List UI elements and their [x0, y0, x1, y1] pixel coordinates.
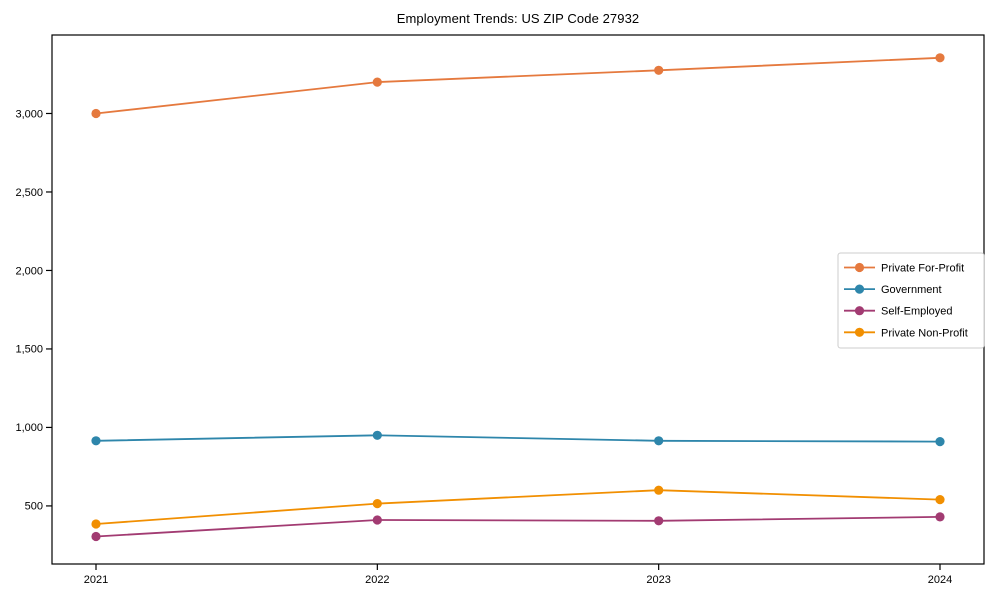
data-point-private-non-profit	[91, 519, 101, 529]
x-axis: 2021 2022 2023 2024	[84, 564, 952, 586]
legend-label: Private For-Profit	[881, 263, 964, 275]
y-tick-label: 2,000	[15, 265, 43, 277]
data-point-government	[372, 430, 382, 440]
series-self-employed	[91, 512, 945, 542]
x-tick-label: 2021	[84, 574, 108, 586]
y-tick-label: 500	[25, 501, 43, 513]
series-line-government	[95, 434, 941, 443]
data-point-private-non-profit	[372, 499, 382, 509]
y-tick-label: 2,500	[15, 187, 43, 199]
legend-marker	[854, 262, 865, 273]
legend-item-private-non-profit: Private Non-Profit	[844, 327, 968, 339]
y-tick-label: 1,500	[15, 344, 43, 356]
legend-item-self-employed: Self-Employed	[844, 306, 953, 318]
data-point-private-for-profit	[654, 65, 664, 75]
data-point-self-employed	[654, 516, 664, 526]
legend-marker	[854, 306, 865, 316]
legend-label: Self-Employed	[881, 306, 953, 318]
x-tick-label: 2024	[928, 574, 952, 586]
data-point-self-employed	[91, 531, 101, 542]
chart-title: Employment Trends: US ZIP Code 27932	[396, 11, 640, 26]
legend-box	[837, 252, 985, 349]
data-point-self-employed	[372, 515, 382, 525]
series-line-self-employed	[95, 516, 941, 538]
series-government	[91, 430, 945, 447]
data-point-private-non-profit	[654, 485, 664, 495]
data-point-self-employed	[935, 512, 945, 522]
legend-label: Government	[881, 284, 942, 296]
legend-marker	[854, 284, 865, 294]
series-private-non-profit	[91, 485, 945, 529]
legend-marker	[854, 327, 865, 337]
data-point-private-for-profit	[91, 108, 101, 119]
x-tick-label: 2022	[365, 574, 389, 586]
y-axis: 500 1,000 1,500 2,000 2,500 3,000	[15, 108, 52, 513]
legend-item-government: Government	[844, 284, 942, 296]
series-private-for-profit	[91, 53, 945, 119]
series-line-private-for-profit	[95, 56, 941, 115]
data-point-government	[935, 437, 945, 447]
y-tick-label: 1,000	[15, 422, 43, 434]
data-point-private-non-profit	[935, 495, 945, 505]
y-tick-label: 3,000	[15, 108, 43, 120]
data-point-private-for-profit	[372, 77, 382, 87]
legend-item-private-for-profit: Private For-Profit	[844, 263, 964, 275]
data-point-government	[654, 436, 664, 446]
x-tick-label: 2023	[646, 574, 670, 586]
legend-label: Private Non-Profit	[881, 327, 968, 339]
legend: Private For-Profit Government Self-Employe…	[837, 252, 985, 349]
series-line-private-non-profit	[95, 489, 941, 525]
data-point-private-for-profit	[935, 53, 945, 63]
data-point-government	[91, 436, 101, 446]
